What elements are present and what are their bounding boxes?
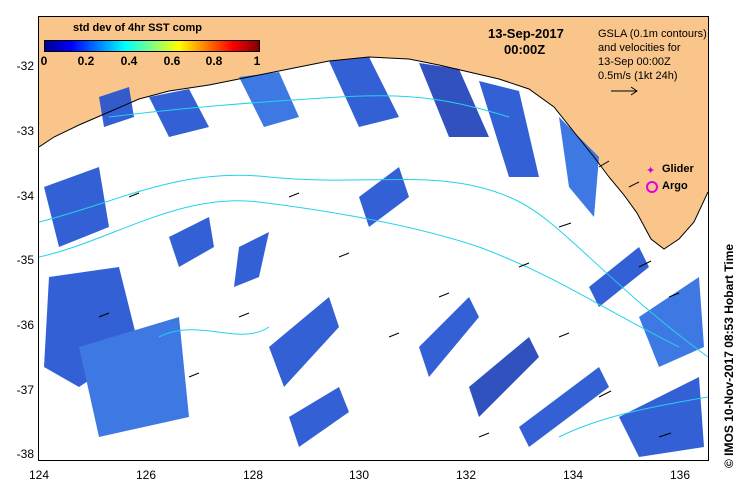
x-tick-label: 124 — [28, 468, 50, 482]
sst-map — [39, 17, 708, 457]
map-panel — [38, 16, 709, 461]
y-tick-label: -36 — [16, 318, 34, 332]
y-tick-label: -35 — [16, 253, 34, 267]
velocity-vectors — [98, 160, 680, 438]
x-tick-label: 132 — [455, 468, 477, 482]
glider-label: Glider — [662, 163, 694, 175]
gsla-contours — [39, 95, 708, 438]
colorbar-tick: 1 — [253, 54, 261, 68]
colorbar-tick: 0.6 — [163, 54, 181, 68]
legend-line-4: 0.5m/s (1kt 24h) — [598, 70, 678, 82]
x-tick-label: 130 — [348, 468, 370, 482]
australia-land — [39, 17, 708, 249]
colorbar-tick: 0 — [40, 54, 48, 68]
colorbar — [44, 40, 260, 52]
coastline — [39, 56, 708, 250]
x-tick-label: 128 — [242, 468, 264, 482]
colorbar-tick: 0.8 — [205, 54, 223, 68]
map-date: 13-Sep-2017 — [488, 26, 564, 41]
x-tick-label: 126 — [135, 468, 157, 482]
map-time: 00:00Z — [504, 42, 546, 57]
y-tick-label: -33 — [16, 124, 34, 138]
x-tick-label: 134 — [562, 468, 584, 482]
sst-data-layer — [44, 57, 704, 457]
y-tick-label: -32 — [16, 59, 34, 73]
y-tick-label: -34 — [16, 189, 34, 203]
x-tick-label: 136 — [669, 468, 691, 482]
colorbar-tick: 0.2 — [77, 54, 95, 68]
y-tick-label: -38 — [16, 447, 34, 461]
imos-credit: © IMOS 10-Nov-2017 08:53 Hobart Time — [722, 243, 736, 468]
argo-marker-icon — [646, 181, 658, 193]
glider-marker-icon: ✦ — [646, 165, 656, 177]
colorbar-title: std dev of 4hr SST comp — [73, 22, 202, 34]
legend-line-3: 13-Sep 00:00Z — [598, 56, 671, 68]
argo-label: Argo — [662, 180, 688, 192]
y-tick-label: -37 — [16, 383, 34, 397]
colorbar-tick: 0.4 — [120, 54, 138, 68]
velocity-scale-arrow-icon — [611, 86, 638, 96]
legend-line-2: and velocities for — [598, 42, 681, 54]
legend-line-1: GSLA (0.1m contours) — [598, 28, 707, 40]
